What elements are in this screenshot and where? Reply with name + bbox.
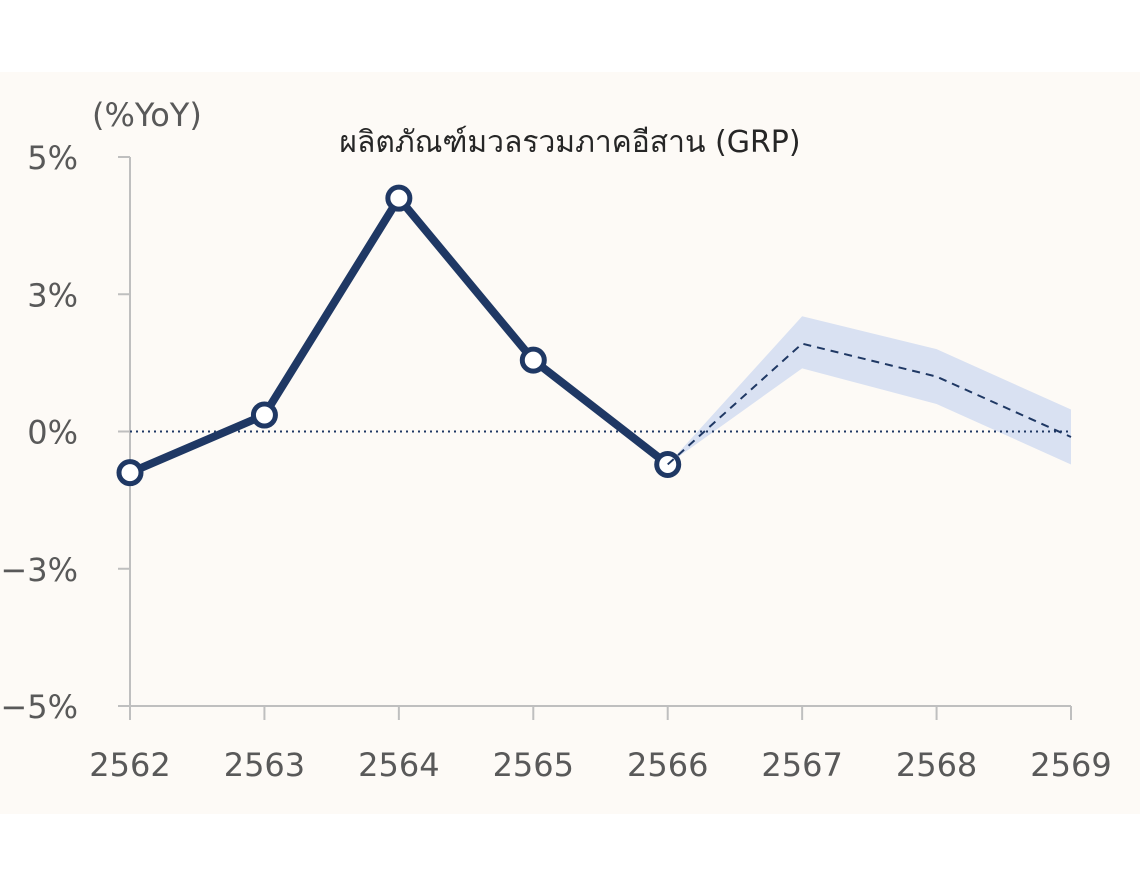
x-tick-label: 2562 — [89, 746, 170, 784]
y-unit-label: (%YoY) — [92, 96, 202, 134]
series — [116, 184, 1072, 487]
x-tick-label: 2564 — [358, 746, 439, 784]
data-point-marker — [116, 459, 144, 487]
x-axis: 2562 2563 2564 2565 2566 2567 2568 2569 — [89, 705, 1112, 784]
data-point-marker — [250, 401, 278, 429]
y-tick-label: −5% — [0, 688, 78, 726]
forecast-band — [667, 316, 1071, 465]
data-point-marker — [519, 346, 547, 374]
x-tick-label: 2566 — [627, 746, 708, 784]
data-point-marker — [385, 184, 413, 212]
x-tick-label: 2563 — [224, 746, 305, 784]
y-tick-label: 0% — [27, 414, 78, 452]
y-tick-label: 3% — [27, 276, 78, 314]
y-tick-label: 5% — [27, 139, 78, 177]
x-tick-label: 2568 — [896, 746, 977, 784]
forecast-band-area — [667, 316, 1071, 465]
y-axis: 5% 3% 0% −3% −5% — [0, 139, 131, 726]
forecast-series-line — [667, 342, 1072, 466]
x-tick-label: 2569 — [1030, 746, 1111, 784]
x-tick-label: 2565 — [493, 746, 574, 784]
y-tick-label: −3% — [0, 551, 78, 589]
chart-title: ผลิตภัณฑ์มวลรวมภาคอีสาน (GRP) — [339, 125, 800, 160]
x-tick-label: 2567 — [761, 746, 842, 784]
